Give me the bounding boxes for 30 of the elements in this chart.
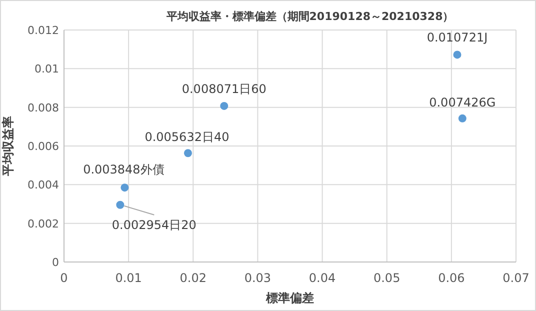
chart-title: 平均収益率・標準偏差（期間20190128～20210328） xyxy=(165,10,454,23)
point xyxy=(120,184,129,192)
point xyxy=(116,200,124,209)
x-tick-label: 0.06 xyxy=(438,271,465,285)
x-tick-label: 0.05 xyxy=(374,271,400,285)
x-tick-label: 0.01 xyxy=(115,271,142,285)
y-tick-label: 0.008 xyxy=(28,101,59,114)
point xyxy=(184,149,192,158)
y-tick-label: 0.004 xyxy=(28,178,59,192)
annotation: 0.007426G xyxy=(429,95,496,110)
annotation: 0.002954日20 xyxy=(112,218,196,232)
y-tick-label: 0 xyxy=(52,256,59,269)
x-tick-label: 0 xyxy=(60,271,68,285)
y-tick-label: 0.002 xyxy=(28,217,59,230)
annotation: 0.005632日40 xyxy=(144,130,230,144)
point xyxy=(458,114,466,122)
x-axis-title: 標準偏差 xyxy=(265,291,314,305)
y-tick-label: 0.01 xyxy=(34,62,59,76)
y-axis-title: 平均収益率 xyxy=(1,116,15,177)
x-tick-label: 0.04 xyxy=(308,271,336,285)
annotation: 0.010721J xyxy=(426,30,488,45)
y-tick-label: 0.006 xyxy=(28,140,59,153)
y-tick-label: 0.012 xyxy=(28,24,59,37)
x-tick-label: 0.02 xyxy=(180,271,206,285)
point xyxy=(220,102,228,110)
x-tick-label: 0.07 xyxy=(502,271,530,285)
point xyxy=(453,50,462,59)
annotation: 0.008071日60 xyxy=(182,82,266,96)
annotation: 0.003848外債 xyxy=(83,162,164,177)
x-tick-label: 0.03 xyxy=(244,271,272,285)
